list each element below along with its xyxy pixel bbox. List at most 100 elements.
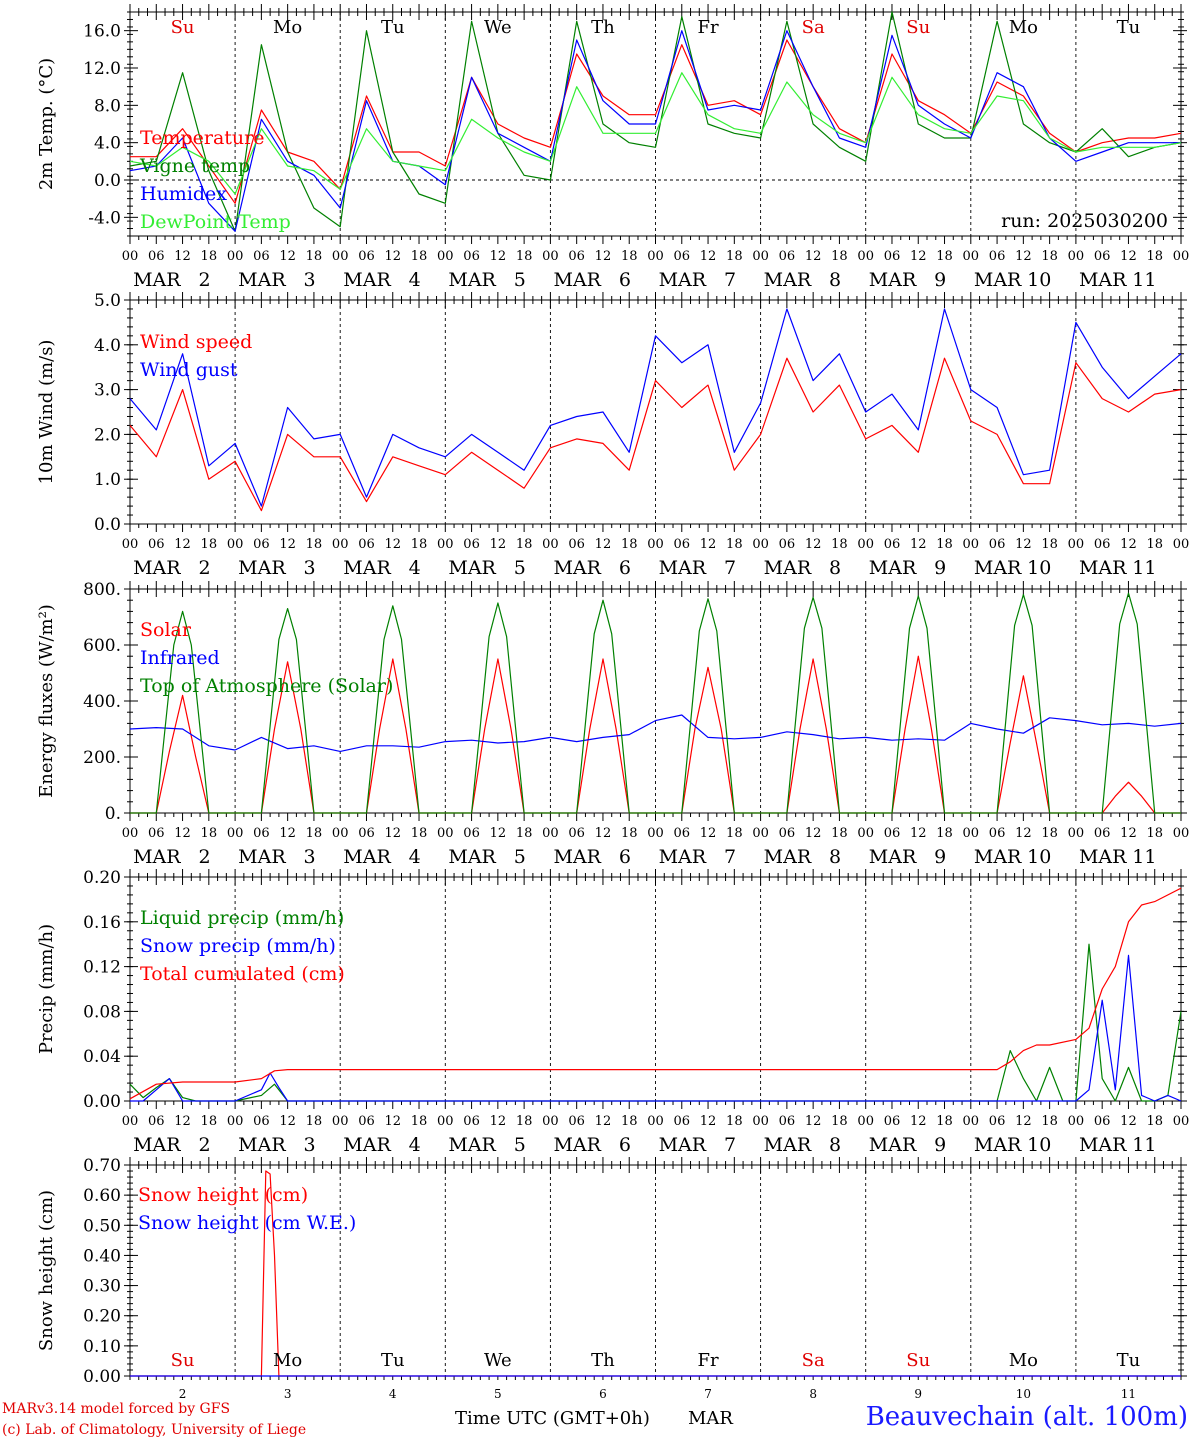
- x-date-day: 10: [1016, 1387, 1031, 1401]
- x-hour-label: 00: [647, 249, 664, 264]
- y-tick-label: 1.0: [94, 470, 121, 490]
- x-date-month: MAR: [238, 1134, 286, 1156]
- x-hour-label: 12: [910, 537, 927, 552]
- x-hour-label: 00: [857, 537, 874, 552]
- x-hour-label: 12: [1120, 826, 1137, 841]
- x-date-day: 9: [934, 269, 946, 291]
- y-tick-label: 0.04: [83, 1047, 121, 1067]
- weekday-label: Tu: [1117, 17, 1141, 38]
- y-tick-label: 5.0: [94, 291, 121, 311]
- legend-entry: Temperature: [140, 127, 264, 149]
- weekday-label: Th: [591, 1350, 615, 1371]
- x-hour-label: 12: [279, 826, 296, 841]
- x-hour-label: 12: [1015, 537, 1032, 552]
- x-hour-label: 00: [332, 249, 349, 264]
- x-hour-label: 06: [779, 249, 796, 264]
- y-tick-label: 0.20: [83, 1307, 121, 1327]
- x-date-month: MAR: [1079, 1134, 1127, 1156]
- x-date-day: 8: [809, 1387, 817, 1401]
- y-tick-label: -4.0: [88, 208, 121, 228]
- x-hour-label: 06: [674, 1114, 691, 1129]
- x-hour-label: 12: [384, 249, 401, 264]
- y-tick-label: 3.0: [94, 381, 121, 401]
- x-date-month: MAR: [659, 846, 707, 868]
- x-hour-label: 00: [227, 826, 244, 841]
- y-tick-label: 0.00: [83, 1367, 121, 1387]
- x-hour-label: 12: [490, 249, 507, 264]
- x-hour-label: 00: [227, 537, 244, 552]
- x-date-day: 2: [198, 269, 210, 291]
- weekday-label: Mo: [1009, 1350, 1038, 1371]
- x-hour-label: 00: [1068, 249, 1085, 264]
- y-axis-label: Snow height (cm): [36, 1190, 57, 1351]
- x-hour-label: 06: [358, 1114, 375, 1129]
- x-date-day: 2: [179, 1387, 187, 1401]
- x-date-month: MAR: [659, 557, 707, 579]
- x-hour-label: 12: [490, 537, 507, 552]
- x-hour-label: 00: [227, 249, 244, 264]
- x-hour-label: 00: [857, 1114, 874, 1129]
- x-date-month: MAR: [764, 846, 812, 868]
- legend-entry: Liquid precip (mm/h): [140, 907, 344, 929]
- x-hour-label: 18: [306, 537, 323, 552]
- x-hour-label: 06: [253, 1114, 270, 1129]
- x-date-month: MAR: [553, 846, 601, 868]
- x-hour-label: 18: [201, 1114, 218, 1129]
- x-hour-label: 12: [279, 249, 296, 264]
- series-line-2: [130, 954, 1182, 1102]
- x-hour-label: 06: [358, 249, 375, 264]
- x-date-day: 2: [198, 557, 210, 579]
- legend-entry: Wind gust: [140, 359, 238, 381]
- x-hour-label: 06: [568, 1114, 585, 1129]
- x-date-day: 11: [1132, 557, 1156, 579]
- x-hour-label: 18: [621, 249, 638, 264]
- x-hour-label: 06: [779, 1114, 796, 1129]
- x-hour-label: 12: [805, 826, 822, 841]
- x-hour-label: 06: [568, 826, 585, 841]
- x-hour-label: 12: [384, 826, 401, 841]
- x-hour-label: 06: [674, 826, 691, 841]
- y-tick-label: 0.60: [83, 1186, 121, 1206]
- credit-line-2: (c) Lab. of Climatology, University of L…: [2, 1422, 306, 1438]
- x-hour-label: 12: [1120, 1114, 1137, 1129]
- y-tick-label: 4.0: [94, 336, 121, 356]
- x-hour-label: 18: [1041, 826, 1058, 841]
- x-hour-label: 06: [253, 826, 270, 841]
- x-date-day: 7: [704, 1387, 712, 1401]
- weekday-label: Th: [591, 17, 615, 38]
- x-hour-label: 00: [542, 1114, 559, 1129]
- x-hour-label: 00: [122, 249, 139, 264]
- x-date-day: 9: [934, 846, 946, 868]
- x-hour-label: 06: [463, 537, 480, 552]
- x-hour-label: 18: [831, 826, 848, 841]
- x-date-day: 8: [829, 1134, 841, 1156]
- weekday-label: Su: [171, 17, 195, 38]
- x-date-day: 11: [1132, 1134, 1156, 1156]
- x-date-day: 7: [724, 846, 736, 868]
- x-hour-label: 18: [516, 537, 533, 552]
- x-date-day: 11: [1121, 1387, 1136, 1401]
- x-date-month: MAR: [1079, 269, 1127, 291]
- x-hour-label: 00: [437, 826, 454, 841]
- x-hour-label: 06: [1094, 1114, 1111, 1129]
- x-hour-label: 18: [831, 1114, 848, 1129]
- x-hour-label: 18: [306, 249, 323, 264]
- x-hour-label: 00: [1173, 249, 1190, 264]
- x-hour-label: 12: [595, 1114, 612, 1129]
- x-date-month: MAR: [659, 1134, 707, 1156]
- x-hour-label: 06: [989, 826, 1006, 841]
- weekday-label: Mo: [273, 17, 302, 38]
- x-date-day: 5: [514, 269, 526, 291]
- x-hour-label: 00: [1068, 1114, 1085, 1129]
- y-tick-label: 0.70: [83, 1156, 121, 1176]
- panel-5: 0.00 0.10 0.20 0.30 0.40 0.50 0.60 0.70 Snow hei…: [36, 1156, 1187, 1401]
- x-date-month: MAR: [553, 269, 601, 291]
- x-hour-label: 06: [253, 249, 270, 264]
- y-tick-label: 0.16: [83, 913, 121, 933]
- panel-3: 0. 200. 400. 600. 800. Energy fluxes (W/m²) So…: [36, 580, 1189, 868]
- weekday-label: Tu: [1117, 1350, 1141, 1371]
- y-tick-label: 600.: [83, 636, 121, 656]
- x-hour-label: 06: [148, 249, 165, 264]
- weekday-label: Mo: [273, 1350, 302, 1371]
- x-hour-label: 18: [1041, 537, 1058, 552]
